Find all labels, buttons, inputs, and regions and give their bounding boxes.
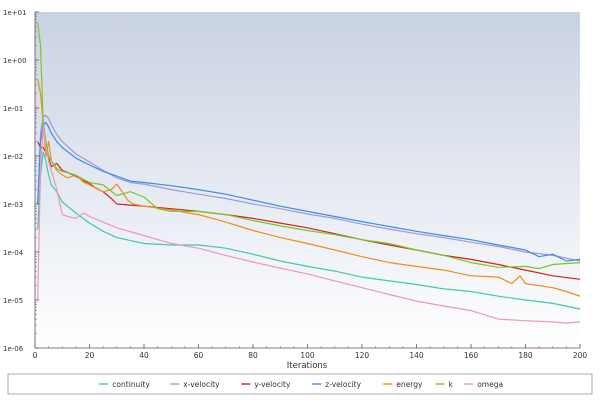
series-line-k bbox=[37, 22, 581, 270]
legend-label-k: k bbox=[449, 380, 454, 389]
legend-box bbox=[7, 373, 593, 395]
legend-label-omega: omega bbox=[477, 380, 503, 389]
y-tick-label: 1e-04 bbox=[3, 249, 24, 257]
legend-label-x-velocity: x-velocity bbox=[183, 380, 220, 389]
y-tick-label: 1e-02 bbox=[3, 153, 23, 161]
x-tick-label: 200 bbox=[573, 351, 588, 360]
x-tick-label: 60 bbox=[194, 351, 204, 360]
series-line-x-velocity bbox=[37, 114, 581, 262]
legend-label-y-velocity: y-velocity bbox=[254, 380, 291, 389]
x-tick-label: 140 bbox=[409, 351, 424, 360]
y-tick-label: 1e+00 bbox=[3, 57, 27, 65]
plot-area bbox=[37, 22, 581, 324]
y-tick-label: 1e+01 bbox=[3, 9, 27, 17]
legend-label-continuity: continuity bbox=[112, 380, 150, 389]
legend-label-z-velocity: z-velocity bbox=[325, 380, 361, 389]
y-tick-label: 1e-06 bbox=[3, 345, 24, 353]
series-line-z-velocity bbox=[37, 121, 581, 262]
legend-label-energy: energy bbox=[396, 380, 423, 389]
series-line-omega bbox=[37, 126, 581, 324]
y-tick-label: 1e-03 bbox=[3, 201, 23, 209]
x-tick-label: 100 bbox=[300, 351, 315, 360]
series-line-continuity bbox=[37, 151, 581, 310]
x-tick-label: 160 bbox=[464, 351, 479, 360]
axes: 1e+01 1e+00 1e-01 1e-02 1e-03 1e-04 1e-05 1e-06… bbox=[3, 9, 587, 360]
x-tick-label: 20 bbox=[85, 351, 95, 360]
x-tick-label: 120 bbox=[355, 351, 370, 360]
x-tick-label: 40 bbox=[139, 351, 149, 360]
plot-background bbox=[35, 12, 580, 348]
x-tick-label: 180 bbox=[518, 351, 533, 360]
x-tick-label: 0 bbox=[33, 351, 38, 360]
y-tick-label: 1e-01 bbox=[3, 105, 23, 113]
y-tick-label: 1e-05 bbox=[3, 297, 23, 305]
x-tick-label: 80 bbox=[248, 351, 258, 360]
x-axis-label: Iterations bbox=[287, 361, 328, 371]
legend: continuity x-velocity y-velocity z-velocity… bbox=[99, 380, 503, 389]
